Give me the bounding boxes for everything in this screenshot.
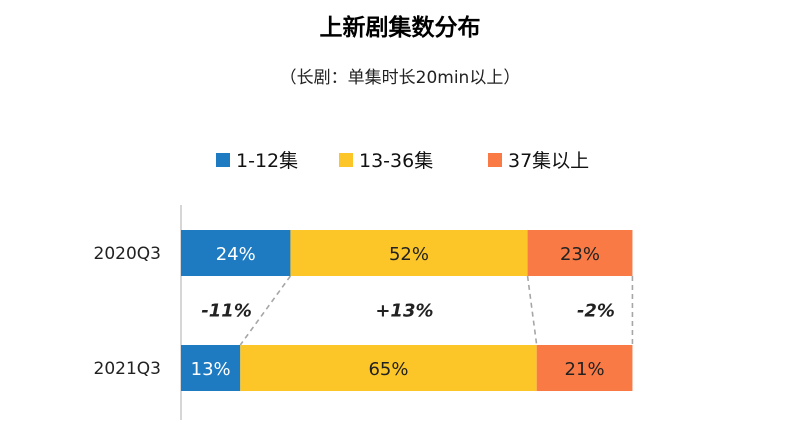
legend-label-2: 13-36集 <box>359 150 433 172</box>
bar-segment-2020q3-s2 <box>290 230 528 276</box>
data-label-2020q3-s1: 24% <box>216 244 256 265</box>
legend-label-1: 1-12集 <box>236 150 298 172</box>
connector-line-2 <box>526 275 538 346</box>
legend-swatch-1 <box>216 153 230 167</box>
change-label-3: -2% <box>577 301 615 322</box>
category-label-2021q3: 2021Q3 <box>94 359 161 379</box>
data-label-2021q3-s2: 65% <box>368 359 408 380</box>
bar-segment-2021q3-s1 <box>181 345 241 391</box>
data-label-2020q3-s3: 23% <box>560 244 600 265</box>
change-label-1: -11% <box>201 301 252 322</box>
chart-subtitle: （长剧：单集时长20min以上） <box>279 68 521 88</box>
bar-segment-2020q3-s1 <box>181 230 291 276</box>
bar-segment-2021q3-s3 <box>536 345 633 391</box>
legend-swatch-3 <box>488 153 502 167</box>
data-label-2020q3-s2: 52% <box>389 244 429 265</box>
data-label-2021q3-s3: 21% <box>565 359 605 380</box>
bar-segment-2020q3-s3 <box>527 230 633 276</box>
bar-segment-2021q3-s2 <box>240 345 537 391</box>
chart-title: 上新剧集数分布 <box>319 15 481 41</box>
legend-swatch-2 <box>339 153 353 167</box>
legend-label-3: 37集以上 <box>508 150 589 172</box>
change-label-2: +13% <box>375 301 433 322</box>
data-label-2021q3-s1: 13% <box>191 359 231 380</box>
category-label-2020q3: 2020Q3 <box>94 244 161 264</box>
